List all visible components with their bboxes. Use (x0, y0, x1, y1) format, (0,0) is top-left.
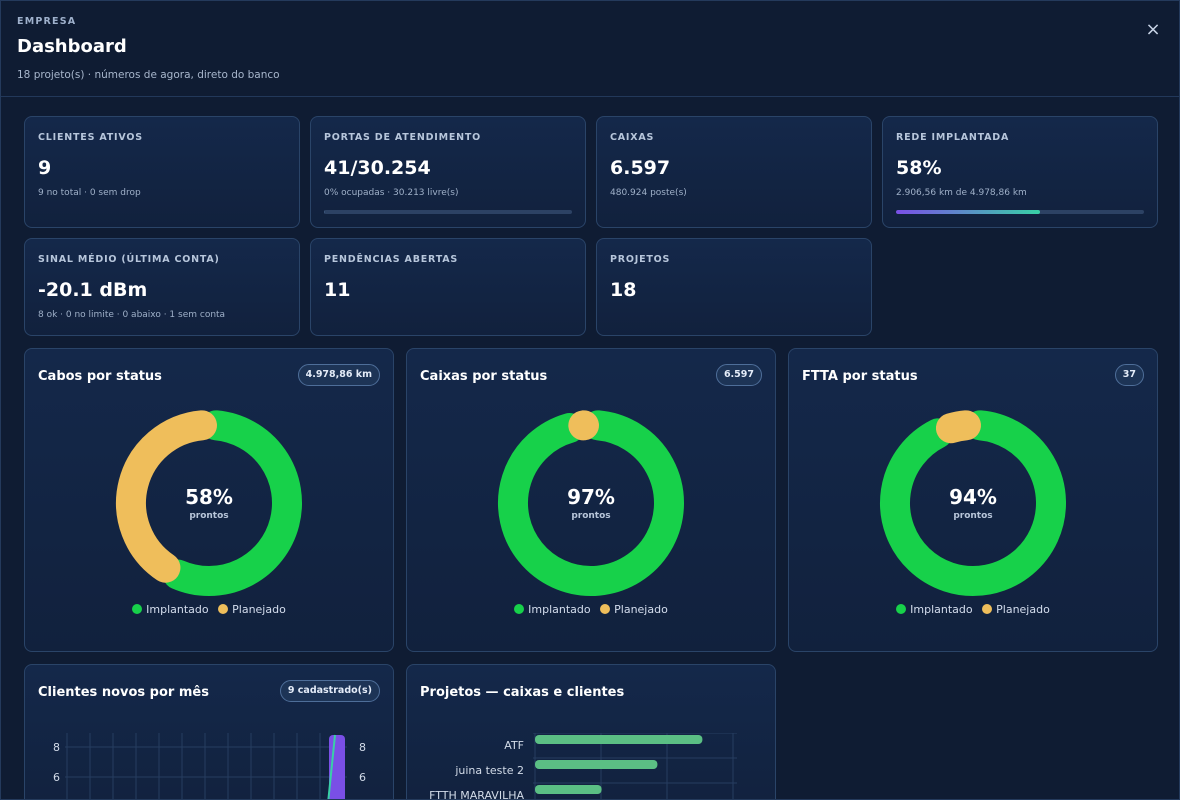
kpi-value: 11 (324, 279, 351, 301)
dashboard-header: EMPRESA Dashboard 18 projeto(s) · número… (1, 1, 1179, 97)
legend-label: Planejado (232, 603, 286, 616)
kpi-value: 9 (38, 157, 52, 179)
kpi-card-rede-implantada: REDE IMPLANTADA 58% 2.906,56 km de 4.978… (882, 116, 1158, 228)
kpi-value: -20.1 dBm (38, 279, 148, 301)
kpi-label: PENDÊNCIAS ABERTAS (324, 254, 459, 265)
total-badge: 6.597 (715, 364, 762, 386)
planejado-segment (935, 410, 981, 444)
projetos-grid (533, 733, 737, 799)
kpi-value: 41/30.254 (324, 157, 431, 179)
donut-legend: Implantado Planejado (25, 603, 393, 616)
kpi-card-portas: PORTAS DE ATENDIMENTO 41/30.254 0% ocupa… (310, 116, 586, 228)
panel-title: Cabos por status (38, 369, 162, 384)
page-title: Dashboard (17, 36, 127, 57)
rede-progress-fill (896, 210, 1040, 214)
kpi-label: PORTAS DE ATENDIMENTO (324, 132, 482, 143)
caixas-status-panel: Caixas por status 6.597 97% prontos Impl… (406, 348, 776, 652)
donut-percent: 58% (185, 485, 233, 509)
donut-center-label: prontos (953, 511, 993, 521)
legend-item-planejado: Planejado (982, 603, 1050, 616)
project-label: FTTH MARAVILHA (429, 789, 524, 800)
kpi-sub: 2.906,56 km de 4.978,86 km (896, 188, 1027, 198)
donut-percent: 97% (567, 485, 615, 509)
close-icon[interactable]: × (1145, 19, 1161, 40)
kpi-label: REDE IMPLANTADA (896, 132, 1010, 143)
caixas-donut-chart (498, 410, 684, 596)
header-eyebrow: EMPRESA (17, 16, 77, 27)
cabos-status-panel: Cabos por status 4.978,86 km 58% prontos… (24, 348, 394, 652)
donut-legend: Implantado Planejado (407, 603, 775, 616)
legend-label: Planejado (614, 603, 668, 616)
kpi-label: CLIENTES ATIVOS (38, 132, 143, 143)
legend-item-implantado: Implantado (514, 603, 591, 616)
kpi-label: CAIXAS (610, 132, 655, 143)
ftta-donut-chart (880, 410, 1066, 596)
projetos-panel: Projetos — caixas e clientes ATF juina t… (406, 664, 776, 800)
implantado-segment (162, 410, 302, 596)
cabos-donut-chart (116, 410, 302, 596)
y-tick-right: 6 (359, 771, 366, 784)
kpi-card-caixas: CAIXAS 6.597 480.924 poste(s) (596, 116, 872, 228)
donut-legend: Implantado Planejado (789, 603, 1157, 616)
y-tick-left: 8 (53, 741, 60, 754)
ftta-status-panel: FTTA por status 37 94% prontos Implantad… (788, 348, 1158, 652)
legend-item-implantado: Implantado (132, 603, 209, 616)
kpi-label: PROJETOS (610, 254, 671, 265)
project-label: ATF (504, 739, 524, 752)
page-subtitle: 18 projeto(s) · números de agora, direto… (17, 69, 280, 81)
implantado-segment (880, 410, 1066, 596)
kpi-card-sinal-medio: SINAL MÉDIO (ÚLTIMA CONTA) -20.1 dBm 8 o… (24, 238, 300, 336)
y-tick-left: 6 (53, 771, 60, 784)
planejado-dot-icon (982, 604, 993, 614)
legend-label: Planejado (996, 603, 1050, 616)
kpi-card-clientes-ativos: CLIENTES ATIVOS 9 9 no total · 0 sem dro… (24, 116, 300, 228)
donut-percent: 94% (949, 485, 997, 509)
legend-label: Implantado (146, 603, 209, 616)
legend-item-planejado: Planejado (218, 603, 286, 616)
total-badge: 37 (1114, 364, 1144, 386)
kpi-sub: 8 ok · 0 no limite · 0 abaixo · 1 sem co… (38, 310, 226, 320)
implantado-dot-icon (132, 604, 143, 614)
project-label: juina teste 2 (455, 764, 524, 777)
legend-item-planejado: Planejado (600, 603, 668, 616)
clientes-grid (65, 733, 347, 799)
ocupacao-progress-fill (324, 210, 326, 214)
ocupacao-progress-bar (324, 210, 572, 214)
panel-title: Caixas por status (420, 369, 548, 384)
implantado-dot-icon (896, 604, 907, 614)
total-badge: 4.978,86 km (297, 364, 380, 386)
kpi-value: 6.597 (610, 157, 671, 179)
donut-center-label: prontos (571, 511, 611, 521)
kpi-sub: 9 no total · 0 sem drop (38, 188, 141, 198)
kpi-sub: 0% ocupadas · 30.213 livre(s) (324, 188, 459, 198)
implantado-dot-icon (514, 604, 525, 614)
planejado-segment (116, 410, 217, 583)
kpi-value: 58% (896, 157, 942, 179)
kpi-label: SINAL MÉDIO (ÚLTIMA CONTA) (38, 254, 220, 265)
planejado-dot-icon (218, 604, 229, 614)
y-tick-right: 8 (359, 741, 366, 754)
panel-title: FTTA por status (802, 369, 918, 384)
panel-title: Clientes novos por mês (38, 685, 209, 700)
total-badge: 9 cadastrado(s) (279, 680, 380, 702)
project-bar (535, 760, 658, 769)
panel-title: Projetos — caixas e clientes (420, 685, 625, 700)
legend-label: Implantado (528, 603, 591, 616)
legend-label: Implantado (910, 603, 973, 616)
rede-progress-bar (896, 210, 1144, 214)
kpi-sub: 480.924 poste(s) (610, 188, 687, 198)
legend-item-implantado: Implantado (896, 603, 973, 616)
clientes-novos-panel: Clientes novos por mês 9 cadastrado(s) (24, 664, 394, 799)
kpi-card-pendencias: PENDÊNCIAS ABERTAS 11 (310, 238, 586, 336)
kpi-card-projetos: PROJETOS 18 (596, 238, 872, 336)
kpi-value: 18 (610, 279, 637, 301)
project-bar (535, 785, 602, 794)
planejado-dot-icon (600, 604, 611, 614)
project-bar (535, 735, 703, 744)
clientes-line (327, 734, 336, 799)
donut-center-label: prontos (189, 511, 229, 521)
implantado-segment (498, 410, 684, 596)
